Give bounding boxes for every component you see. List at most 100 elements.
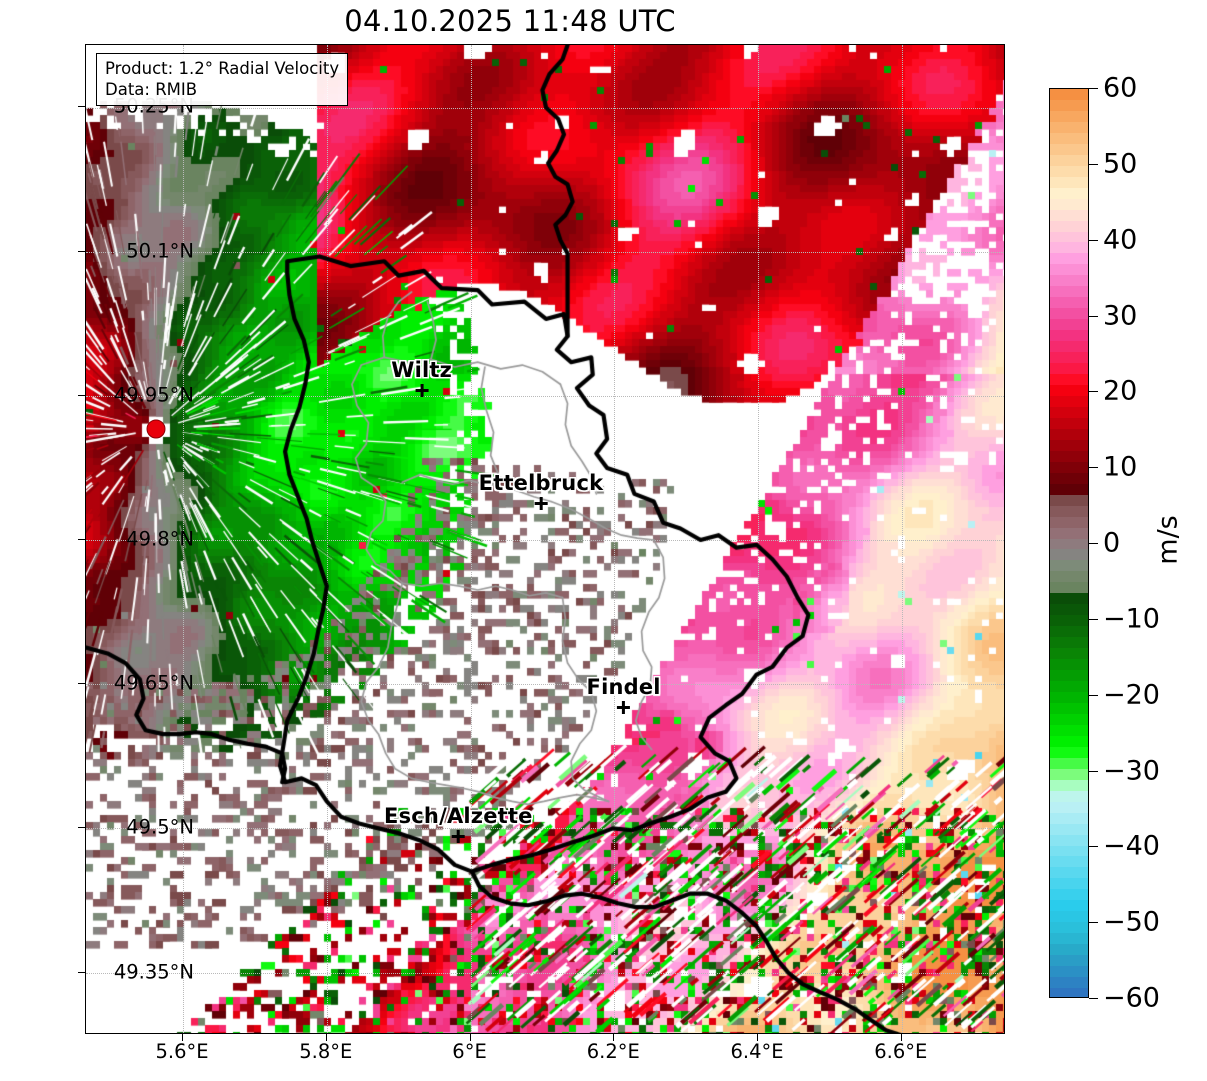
colorbar-band: [1050, 242, 1088, 255]
colorbar-band: [1050, 845, 1088, 858]
x-tick-mark: [757, 1034, 759, 1041]
city-label: Ettelbruck: [478, 470, 604, 495]
colorbar-tick-label: −50: [1103, 906, 1160, 938]
colorbar-band: [1050, 89, 1088, 101]
colorbar-tick-mark: [1089, 391, 1098, 393]
colorbar-tick-label: −30: [1103, 755, 1160, 786]
colorbar-band: [1050, 856, 1088, 869]
colorbar-gradient: [1049, 88, 1089, 998]
x-tick-mark: [182, 1034, 184, 1041]
colorbar-tick-label: 30: [1103, 300, 1138, 331]
y-tick-mark: [78, 971, 85, 973]
colorbar-tick-mark: [1089, 846, 1098, 848]
colorbar-tick-label: 0: [1103, 527, 1121, 559]
colorbar-band: [1050, 363, 1088, 375]
colorbar-band: [1050, 549, 1088, 562]
colorbar-band: [1050, 702, 1088, 715]
colorbar-band: [1050, 648, 1088, 660]
city-marker-findel: Findel: [587, 675, 661, 714]
colorbar-band: [1050, 966, 1088, 978]
colorbar[interactable]: 60 50 40 30 20 10 0 −10 −20 −30 −40 −50 −60: [1049, 73, 1160, 1014]
colorbar-tick-mark: [1089, 467, 1098, 469]
colorbar-band: [1050, 483, 1088, 496]
colorbar-band: [1050, 352, 1088, 364]
y-tick-label: 50.1°N: [126, 239, 194, 263]
colorbar-band: [1050, 176, 1088, 189]
colorbar-band: [1050, 713, 1088, 726]
colorbar-tick-label: −40: [1103, 830, 1160, 862]
colorbar-tick-mark: [1089, 694, 1098, 696]
x-tick-label: 5.8°E: [299, 1040, 353, 1063]
city-marker-wiltz: Wiltz: [391, 358, 453, 398]
city-cross-icon: [617, 700, 631, 714]
radar-map-plot[interactable]: Wiltz Ettelbruck Findel Esch/Alzette Produc…: [85, 44, 1005, 1034]
colorbar-band: [1050, 209, 1088, 222]
colorbar-band: [1050, 922, 1088, 934]
colorbar-band: [1050, 911, 1088, 923]
x-tick-mark: [469, 1034, 471, 1041]
colorbar-band: [1050, 757, 1088, 770]
city-label: Findel: [586, 674, 661, 699]
colorbar-band: [1050, 132, 1088, 145]
colorbar-band: [1050, 439, 1088, 452]
radar-map-canvas-area: Wiltz Ettelbruck Findel Esch/Alzette: [86, 45, 1004, 1033]
radar-site-icon: [146, 419, 166, 439]
y-tick-mark: [78, 106, 85, 108]
colorbar-band: [1050, 417, 1088, 430]
city-cross-icon: [534, 496, 548, 510]
colorbar-tick-mark: [1089, 543, 1098, 544]
colorbar-tick-mark: [1089, 239, 1098, 241]
colorbar-band: [1050, 538, 1088, 551]
colorbar-tick-mark: [1089, 163, 1098, 165]
colorbar-band: [1050, 724, 1088, 737]
colorbar-band: [1050, 790, 1088, 803]
colorbar-band: [1050, 187, 1088, 200]
colorbar-band: [1050, 560, 1088, 572]
colorbar-band: [1050, 165, 1088, 178]
colorbar-tick-mark: [1089, 88, 1098, 89]
x-tick-mark: [613, 1034, 615, 1041]
y-tick-mark: [78, 827, 85, 829]
y-tick-label: 49.5°N: [126, 815, 194, 839]
city-label: Wiltz: [391, 358, 453, 383]
colorbar-tick-mark: [1089, 315, 1098, 317]
colorbar-band: [1050, 955, 1088, 967]
colorbar-band: [1050, 746, 1088, 759]
colorbar-band: [1050, 319, 1088, 331]
colorbar-band: [1050, 735, 1088, 748]
colorbar-band: [1050, 99, 1088, 112]
colorbar-band: [1050, 253, 1088, 265]
y-tick-mark: [78, 394, 85, 396]
colorbar-band: [1050, 220, 1088, 233]
colorbar-band: [1050, 505, 1088, 518]
colorbar-band: [1050, 604, 1088, 616]
colorbar-band: [1050, 428, 1088, 441]
colorbar-band: [1050, 944, 1088, 956]
y-tick-mark: [78, 683, 85, 685]
colorbar-band: [1050, 878, 1088, 890]
colorbar-tick-label: 20: [1103, 375, 1138, 407]
x-tick-label: 5.6°E: [155, 1040, 209, 1063]
colorbar-band: [1050, 582, 1088, 594]
y-tick-label: 49.65°N: [113, 671, 194, 695]
product-info-box: Product: 1.2° Radial Velocity Data: RMIB: [96, 53, 349, 107]
x-tick-mark: [325, 1034, 327, 1041]
colorbar-unit-label: m/s: [1152, 515, 1184, 565]
colorbar-band: [1050, 626, 1088, 638]
colorbar-band: [1050, 395, 1088, 408]
colorbar-band: [1050, 286, 1088, 298]
colorbar-band: [1050, 768, 1088, 781]
city-marker-esch-alzette: Esch/Alzette: [384, 804, 533, 844]
colorbar-tick-label: −20: [1103, 679, 1160, 711]
colorbar-band: [1050, 977, 1088, 989]
colorbar-tick-label: −60: [1103, 982, 1160, 1014]
product-label: Product: 1.2° Radial Velocity: [105, 59, 340, 78]
colorbar-band: [1050, 659, 1088, 671]
city-cross-icon: [451, 830, 465, 844]
colorbar-band: [1050, 801, 1088, 814]
x-tick-label: 6.4°E: [730, 1040, 784, 1063]
x-tick-label: 6.2°E: [586, 1040, 640, 1063]
colorbar-band: [1050, 110, 1088, 123]
colorbar-tick-label: 60: [1103, 72, 1138, 104]
colorbar-band: [1050, 889, 1088, 901]
